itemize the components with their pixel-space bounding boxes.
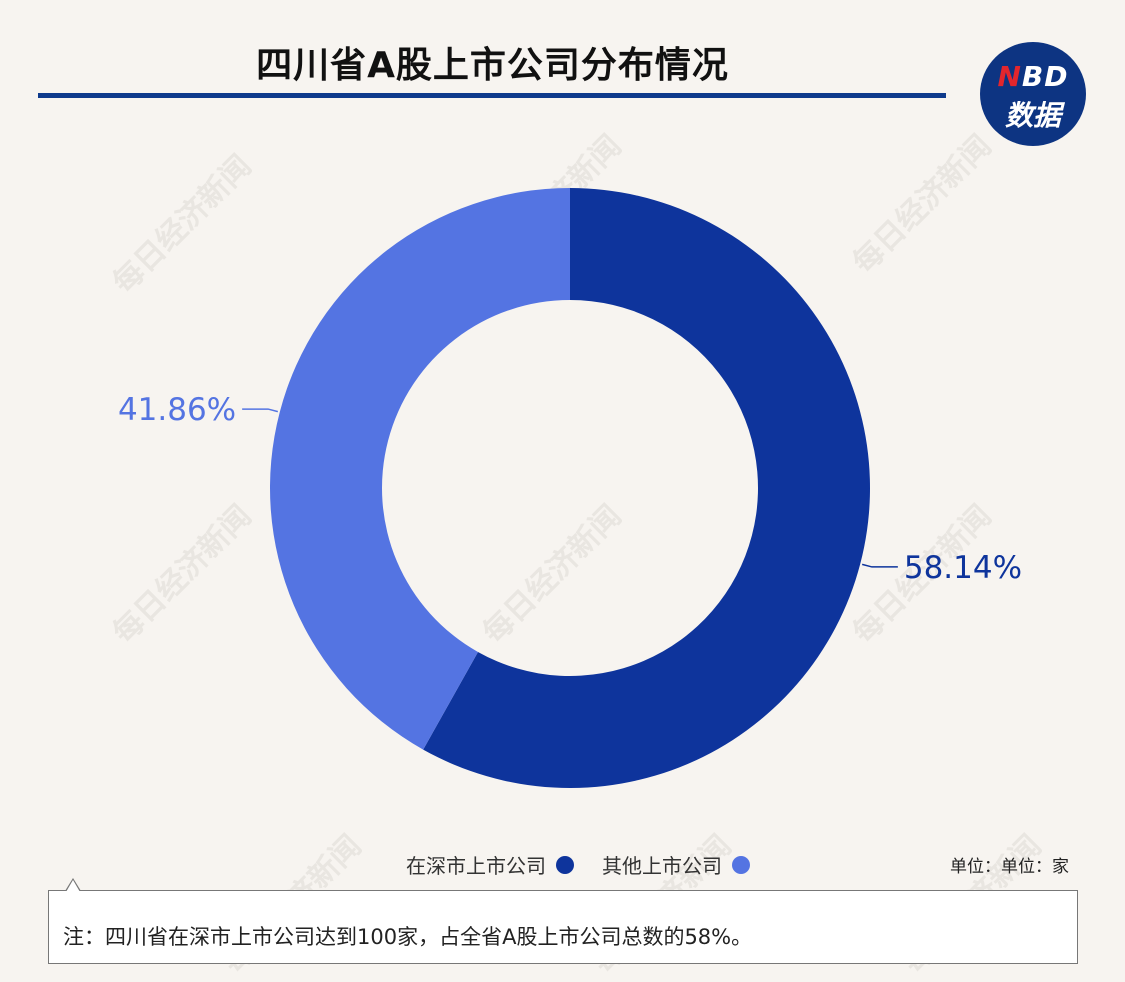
title-underline bbox=[38, 93, 946, 98]
donut-slice bbox=[269, 188, 570, 750]
unit-label: 单位：单位：家 bbox=[950, 857, 1069, 877]
legend-label: 其他上市公司 bbox=[602, 854, 722, 878]
label-leader-line bbox=[242, 408, 279, 413]
note-box: 注：四川省在深市上市公司达到100家，占全省A股上市公司总数的58%。 bbox=[48, 890, 1078, 964]
label-leader-line bbox=[861, 563, 898, 568]
logo-bottom-text: 数据 bbox=[1004, 99, 1061, 132]
chart-legend: 在深市上市公司 其他上市公司 bbox=[0, 850, 1125, 880]
legend-dot bbox=[556, 855, 574, 874]
logo-letters-bd: BD bbox=[1021, 60, 1069, 93]
logo-top-text: NBD bbox=[980, 60, 1086, 93]
note-text: 注：四川省在深市上市公司达到100家，占全省A股上市公司总数的58%。 bbox=[63, 925, 753, 949]
donut-slice bbox=[423, 188, 870, 788]
legend-item-shenzhen: 在深市上市公司 bbox=[406, 850, 574, 879]
legend-label: 在深市上市公司 bbox=[406, 854, 546, 878]
chart-title: 四川省A股上市公司分布情况 bbox=[256, 45, 729, 86]
legend-dot bbox=[732, 855, 750, 874]
logo-letter-n: N bbox=[997, 60, 1022, 93]
slice-value-label: 41.86% bbox=[118, 392, 236, 428]
nbd-data-logo: NBD 数据 bbox=[980, 42, 1086, 146]
legend-item-other: 其他上市公司 bbox=[602, 850, 750, 879]
note-pointer-fill bbox=[66, 880, 80, 892]
slice-value-label: 58.14% bbox=[904, 550, 1022, 586]
